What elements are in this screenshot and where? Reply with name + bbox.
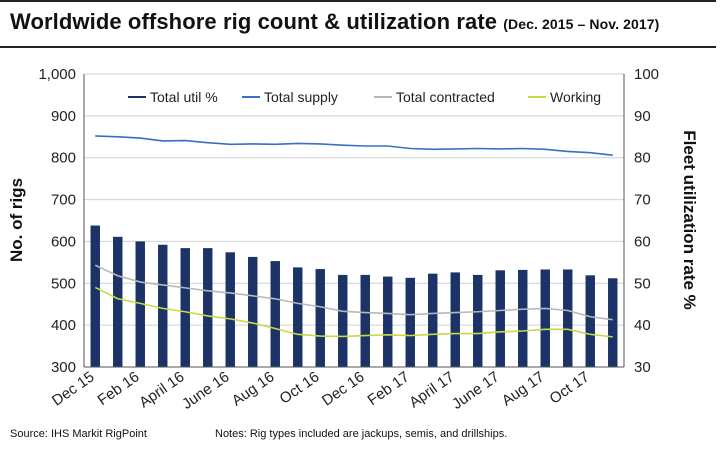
y-tick-label: 700 [51,192,76,209]
y-tick-label: 900 [51,108,76,125]
series-line-working [94,286,613,338]
util-bar [135,241,145,367]
y2-tick-label: 100 [634,66,659,83]
source-note: Source: IHS Markit RigPoint [10,428,147,440]
util-bar [180,248,190,367]
util-bar [360,274,370,367]
y2-tick-label: 60 [634,233,651,250]
chart-title: Worldwide offshore rig count & utilizati… [10,9,659,35]
y2-tick-label: 80 [634,150,651,167]
y-axis-title: No. of rigs [7,178,26,262]
util-bar [428,273,438,367]
util-bars [90,225,618,367]
util-bar [608,278,618,367]
legend-label: Working [550,89,601,105]
x-tick-label: April 17 [406,368,457,411]
legend-label: Total util % [150,89,218,105]
y2-tick-label: 30 [634,359,651,376]
x-tick-label: Oct 17 [547,368,593,407]
y-tick-label: 800 [51,150,76,167]
x-tick-label: June 16 [179,368,232,413]
y-tick-label: 500 [51,275,76,292]
y-tick-label: 300 [51,359,76,376]
util-bar [585,275,595,367]
y2-tick-label: 40 [634,317,651,334]
series-lines [94,135,613,338]
x-tick-label: Aug 17 [499,368,548,409]
notes-text: Notes: Rig types included are jackups, s… [215,428,508,440]
util-bar [113,236,123,367]
x-tick-label: Oct 16 [277,368,323,407]
series-line-total-supply [95,135,613,156]
x-tick-label: Aug 16 [229,368,278,409]
y-tick-label: 400 [51,317,76,334]
util-bar [473,274,483,367]
chart-subtitle: (Dec. 2015 – Nov. 2017) [503,16,660,32]
y2-tick-label: 50 [634,275,651,292]
x-tick-label: June 17 [449,368,502,413]
y2-axis-title: Fleet utilization rate % [680,130,699,309]
util-bar [518,269,528,367]
util-bar [338,274,348,367]
legend: Total util % Total supply Total contracted… [128,89,601,105]
util-bar [225,252,235,367]
util-bar [495,270,505,367]
util-bar [248,256,258,367]
util-bar [203,248,213,367]
x-tick-label: Feb 16 [95,368,143,409]
title-bar: Worldwide offshore rig count & utilizati… [0,0,716,48]
y2-tick-label: 90 [634,108,651,125]
y-tick-label: 1,000 [38,66,76,83]
y-tick-label: 600 [51,233,76,250]
x-tick-label: Feb 17 [365,368,413,409]
util-bar [315,269,325,367]
util-bar [450,272,460,367]
util-bar [158,244,168,367]
legend-label: Total supply [264,89,338,105]
util-bar [90,225,100,367]
y2-tick-label: 70 [634,192,651,209]
util-bar [293,267,303,367]
chart-title-text: Worldwide offshore rig count & utilizati… [10,9,498,34]
util-bar [405,277,415,367]
util-bar [540,269,550,367]
util-bar [563,269,573,367]
util-bar [383,276,393,367]
legend-label: Total contracted [396,89,495,105]
x-tick-label: Dec 16 [319,368,368,409]
series-line-total-contracted [94,264,613,321]
x-tick-label: April 16 [136,368,187,411]
util-bar [270,261,280,367]
